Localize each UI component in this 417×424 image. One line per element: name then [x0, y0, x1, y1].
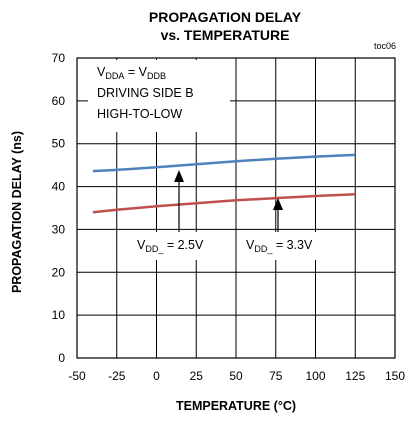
series-line-1 — [92, 153, 356, 173]
series-label-2v5: VDD_ = 2.5V — [137, 238, 204, 254]
chart-title-line2: vs. TEMPERATURE — [161, 27, 290, 43]
y-tick-label: 50 — [52, 137, 66, 151]
x-tick-label: 25 — [190, 369, 204, 383]
y-tick-label: 10 — [52, 308, 66, 322]
arrow-3v3 — [273, 198, 283, 232]
chart-title-line1: PROPAGATION DELAY — [149, 9, 302, 25]
x-tick-label: -50 — [68, 369, 86, 383]
ticks: -50 -25 0 25 50 75 100 125 150 0 10 20 30 40 50 60 70 — [52, 51, 406, 383]
x-tick-label: -25 — [108, 369, 126, 383]
label-box-2v5 — [128, 232, 220, 260]
series-layer — [92, 153, 356, 214]
y-tick-label: 60 — [52, 94, 66, 108]
x-tick-label: 100 — [305, 369, 325, 383]
x-axis-label: TEMPERATURE (°C) — [176, 399, 296, 413]
arrow-2v5 — [174, 170, 184, 232]
x-tick-label: 0 — [153, 369, 160, 383]
condition-line-1: VDDA = VDDB — [97, 65, 166, 81]
grid — [76, 57, 396, 359]
x-tick-label: 75 — [269, 369, 283, 383]
x-tick-label: 125 — [345, 369, 365, 383]
series-label-3v3: VDD_ = 3.3V — [246, 238, 313, 254]
y-tick-label: 40 — [52, 180, 66, 194]
y-tick-label: 0 — [58, 351, 65, 365]
x-tick-label: 150 — [385, 369, 405, 383]
condition-line-3: HIGH-TO-LOW — [97, 107, 182, 121]
x-tick-label: 50 — [229, 369, 243, 383]
y-axis-label: PROPAGATION DELAY (ns) — [10, 131, 24, 293]
condition-box — [88, 60, 230, 132]
label-box-3v3 — [238, 232, 330, 260]
condition-line-2: DRIVING SIDE B — [97, 86, 194, 100]
plot-frame — [76, 57, 396, 359]
y-tick-label: 70 — [52, 51, 66, 65]
series-line-0 — [92, 193, 356, 214]
y-tick-label: 30 — [52, 222, 66, 236]
y-tick-label: 20 — [52, 265, 66, 279]
figure-id: toc06 — [374, 41, 396, 51]
